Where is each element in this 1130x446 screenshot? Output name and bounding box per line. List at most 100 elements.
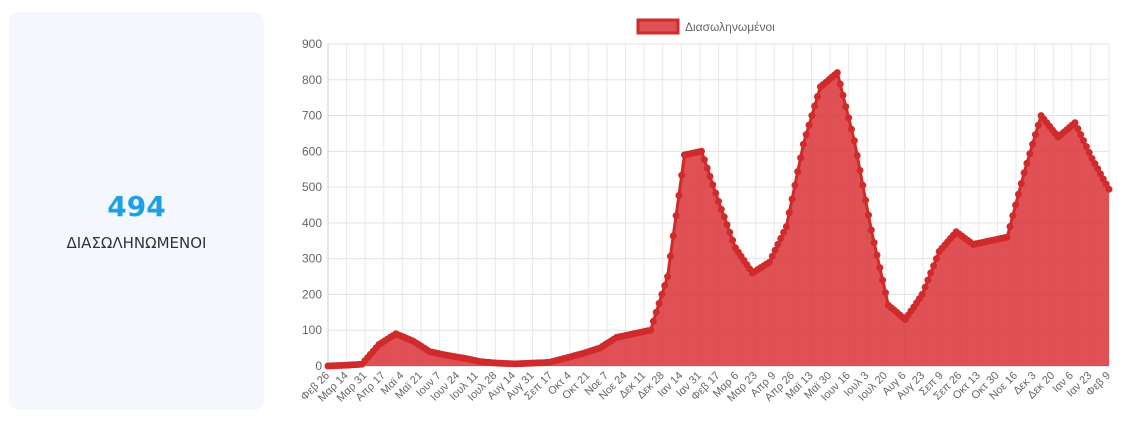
data-point: [882, 289, 889, 297]
y-tick-label: 0: [315, 359, 322, 373]
data-point: [924, 276, 932, 284]
data-point: [709, 181, 717, 189]
data-point: [1085, 149, 1093, 156]
legend-swatch: [636, 18, 680, 35]
data-point: [715, 197, 722, 205]
data-point: [720, 213, 728, 221]
data-point: [859, 181, 867, 189]
data-point: [1003, 233, 1011, 241]
data-point: [805, 121, 813, 129]
data-point: [700, 156, 708, 164]
data-point: [865, 211, 872, 219]
y-tick-label: 900: [302, 37, 322, 51]
data-point: [836, 80, 844, 88]
data-point: [780, 228, 788, 236]
data-point: [839, 91, 847, 99]
data-point: [1094, 165, 1102, 173]
data-point: [921, 283, 929, 291]
data-point: [799, 140, 807, 148]
data-point: [655, 299, 663, 307]
y-tick-label: 100: [302, 323, 322, 337]
data-point: [1017, 180, 1025, 187]
data-point: [918, 290, 926, 298]
data-point: [768, 252, 776, 260]
intubated-count: 494: [107, 190, 166, 223]
data-point: [811, 102, 819, 110]
data-point: [785, 209, 793, 217]
data-point: [867, 226, 875, 234]
data-point: [856, 166, 864, 174]
data-point: [765, 258, 773, 266]
y-tick-label: 700: [302, 109, 322, 123]
data-point: [814, 93, 821, 100]
data-point: [675, 192, 683, 199]
y-tick-label: 500: [302, 180, 322, 194]
data-point: [932, 255, 940, 263]
data-point: [1099, 175, 1107, 183]
data-point: [848, 125, 855, 133]
data-point: [1034, 121, 1042, 129]
data-point: [698, 147, 705, 155]
stat-card: 494 ΔΙΑΣΩΛΗΝΩΜΕΝΟΙ: [9, 12, 264, 410]
y-tick-label: 200: [302, 287, 322, 301]
data-point: [876, 264, 884, 272]
data-point: [1077, 131, 1085, 139]
data-point: [1080, 137, 1087, 145]
data-point: [729, 236, 737, 244]
data-point: [664, 273, 672, 281]
data-point: [845, 114, 853, 122]
data-point: [1020, 169, 1028, 177]
series-area: [328, 72, 1109, 366]
data-point: [842, 103, 850, 111]
data-point: [672, 212, 680, 220]
data-point: [647, 326, 655, 334]
data-point: [853, 152, 861, 159]
data-point: [1082, 143, 1090, 151]
data-point: [927, 269, 935, 277]
data-point: [802, 131, 810, 139]
data-point: [777, 234, 785, 242]
data-point: [1074, 125, 1082, 133]
data-point: [706, 172, 714, 180]
chart-legend[interactable]: Διασωληνωμένοι: [636, 18, 775, 35]
data-point: [791, 181, 799, 189]
data-point: [717, 205, 725, 213]
data-point: [782, 223, 790, 230]
data-point: [870, 239, 878, 247]
y-tick-label: 600: [302, 144, 322, 158]
legend-label: Διασωληνωμένοι: [685, 20, 775, 34]
data-point: [726, 228, 734, 236]
data-point: [652, 308, 660, 316]
data-point: [1102, 180, 1110, 188]
data-point: [1009, 212, 1017, 220]
data-point: [1012, 201, 1020, 209]
data-point: [658, 290, 666, 298]
data-point: [862, 196, 870, 204]
chart-series: [324, 69, 1113, 370]
data-point: [930, 262, 938, 270]
data-point: [1023, 159, 1031, 167]
data-point: [1088, 155, 1096, 162]
data-point: [774, 240, 782, 248]
data-point: [1006, 223, 1014, 230]
data-point: [1014, 190, 1022, 198]
data-point: [712, 189, 720, 197]
data-point: [833, 69, 841, 77]
data-point: [1071, 119, 1079, 127]
data-point: [669, 232, 677, 240]
data-point: [873, 251, 881, 259]
data-point: [723, 221, 731, 229]
data-point: [879, 276, 887, 284]
data-point: [703, 164, 711, 172]
data-point: [771, 246, 779, 254]
y-tick-label: 300: [302, 252, 322, 266]
data-point: [1029, 140, 1037, 148]
intubated-chart: 0 100 200 300 400 500 600 700 800 900 Φεβ 26 Μαρ 1…: [280, 0, 1130, 441]
data-point: [794, 168, 802, 176]
data-point: [661, 282, 669, 289]
y-axis-ticks: 0 100 200 300 400 500 600 700 800 900: [302, 37, 322, 373]
data-point: [678, 171, 686, 179]
data-point: [649, 317, 657, 325]
